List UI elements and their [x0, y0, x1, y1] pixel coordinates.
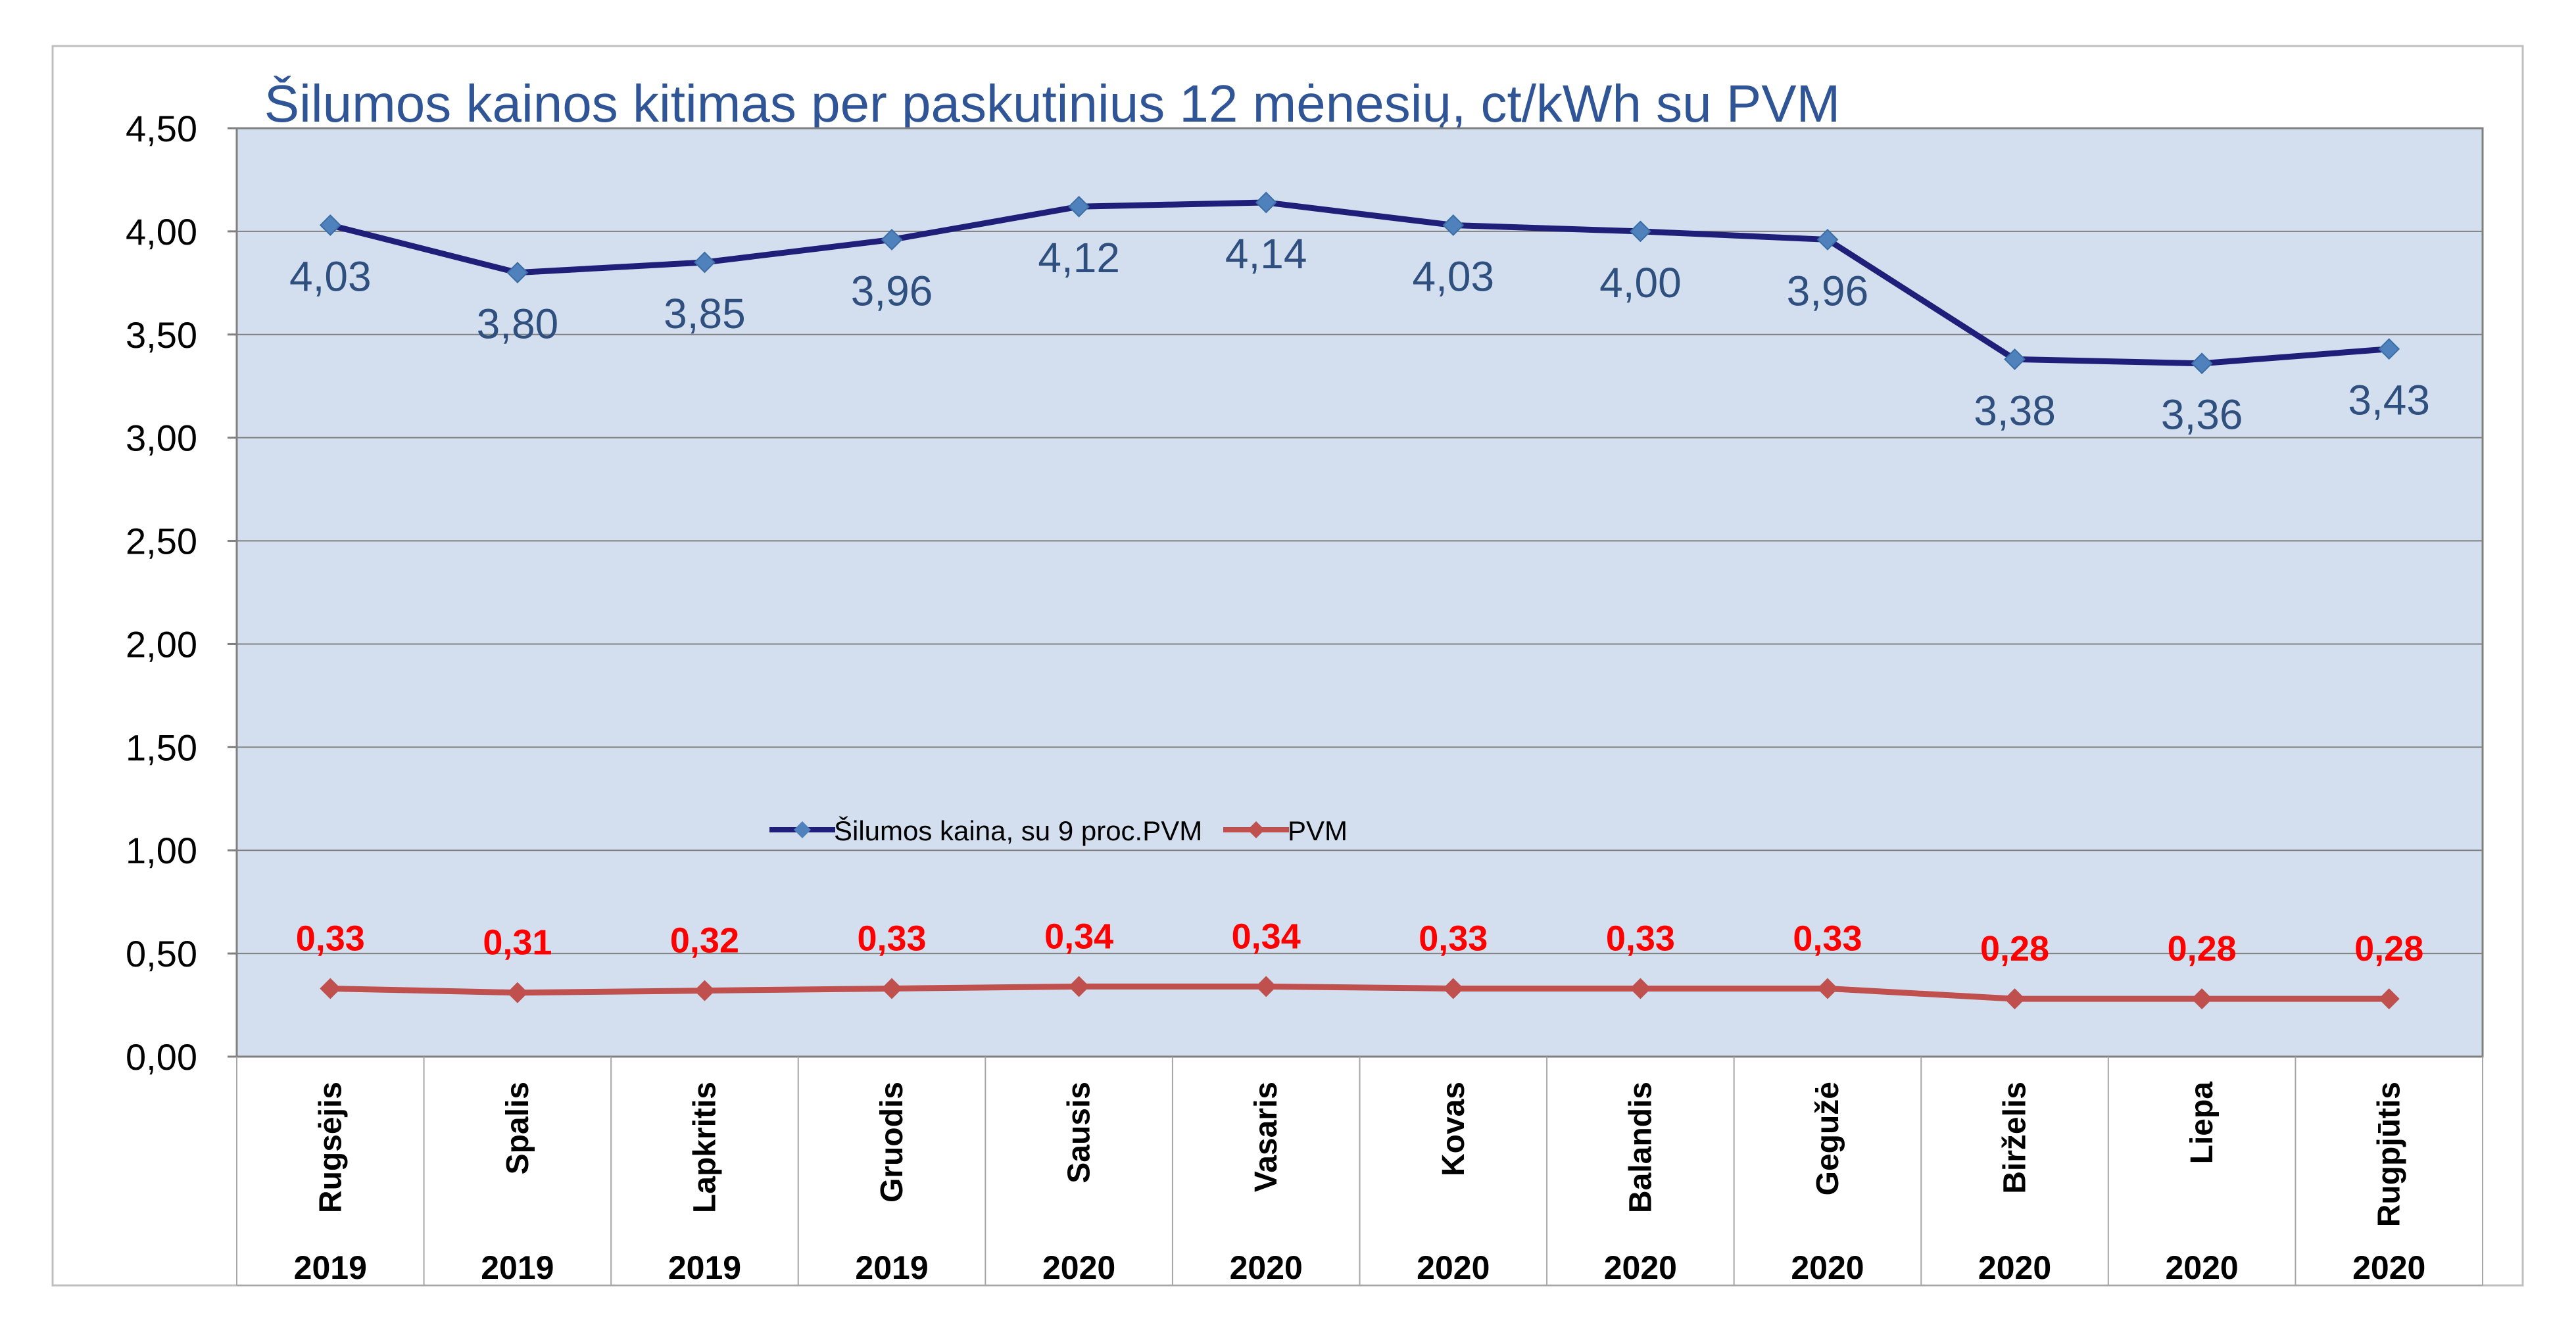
x-tick-label-month: Balandis	[1623, 1082, 1658, 1213]
x-tick-label-month: Birželis	[1998, 1082, 2033, 1194]
x-tick-label-month: Gegužė	[1810, 1082, 1845, 1195]
data-point	[1068, 976, 1090, 997]
data-label: 3,85	[664, 290, 746, 337]
data-point	[1816, 978, 1838, 999]
y-tick-label: 0,00	[126, 1036, 197, 1078]
data-point	[1255, 191, 1277, 214]
x-tick-label-year: 2020	[1042, 1249, 1115, 1286]
data-label: 4,12	[1038, 234, 1120, 281]
data-label: 4,03	[289, 252, 372, 300]
data-label: 0,33	[1606, 919, 1675, 958]
data-label: 3,43	[2348, 377, 2430, 424]
y-tick-label: 1,00	[126, 830, 197, 871]
data-point	[1255, 976, 1277, 997]
x-tick-label-month: Sausis	[1062, 1082, 1097, 1184]
x-tick-label-month: Lapkritis	[687, 1082, 722, 1213]
y-tick-label: 4,50	[126, 108, 197, 149]
plot-area	[235, 127, 2484, 1058]
data-label: 0,33	[1793, 919, 1862, 958]
y-tick-label: 2,50	[126, 521, 197, 562]
data-point	[319, 214, 341, 236]
data-label: 0,28	[1980, 929, 2049, 969]
data-point	[2191, 352, 2213, 375]
legend-label: Šilumos kaina, su 9 proc.PVM	[834, 815, 1202, 846]
x-tick-label-year: 2020	[1978, 1249, 2051, 1286]
data-label: 3,96	[851, 267, 933, 314]
data-point	[1816, 229, 1839, 251]
x-tick-label-year: 2019	[855, 1249, 928, 1286]
data-label: 0,31	[483, 923, 552, 963]
x-tick-label-year: 2020	[1604, 1249, 1677, 1286]
x-tick-label-month: Kovas	[1436, 1082, 1471, 1176]
data-label: 0,32	[670, 921, 739, 961]
x-tick-label-year: 2020	[1417, 1249, 1490, 1286]
data-point	[1442, 978, 1464, 999]
data-point	[320, 978, 341, 999]
y-tick-label: 3,00	[126, 418, 197, 459]
data-point	[694, 251, 716, 274]
x-tick-label-month: Spalis	[500, 1082, 535, 1174]
data-point	[881, 229, 903, 251]
data-label: 4,14	[1225, 230, 1307, 277]
data-point	[881, 978, 903, 999]
data-point	[1442, 214, 1465, 236]
y-tick-label: 4,00	[126, 211, 197, 252]
chart-title: Šilumos kainos kitimas per paskutinius 1…	[264, 74, 1840, 133]
data-label: 0,33	[296, 919, 365, 958]
x-tick-label-year: 2020	[2166, 1249, 2239, 1286]
legend-swatch-marker	[1248, 821, 1265, 838]
data-point	[2004, 988, 2026, 1010]
data-point	[1629, 220, 1651, 243]
data-point	[1068, 195, 1090, 218]
data-point	[2191, 988, 2213, 1010]
data-point	[2004, 348, 2026, 370]
data-label: 0,34	[1232, 917, 1301, 956]
legend-swatch-marker	[794, 821, 811, 838]
y-tick-label: 0,50	[126, 933, 197, 974]
x-tick-label-month: Rugsėjis	[313, 1082, 348, 1213]
x-tick-label-year: 2019	[294, 1249, 367, 1286]
data-label: 3,96	[1787, 267, 1869, 314]
x-tick-label-year: 2020	[1791, 1249, 1864, 1286]
data-label: 3,36	[2161, 391, 2243, 439]
legend-label: PVM	[1288, 815, 1348, 846]
data-label: 4,00	[1599, 259, 1682, 306]
data-label: 0,28	[2354, 929, 2423, 969]
x-tick-label-month: Vasaris	[1249, 1082, 1284, 1192]
data-point	[1630, 978, 1651, 999]
data-point	[506, 262, 529, 284]
data-label: 0,33	[1419, 919, 1488, 958]
x-tick-label-year: 2020	[2352, 1249, 2425, 1286]
data-point	[2378, 988, 2400, 1010]
data-point	[694, 980, 716, 1001]
x-tick-label-year: 2020	[1230, 1249, 1303, 1286]
data-label: 3,80	[477, 300, 559, 348]
y-tick-label: 1,50	[126, 727, 197, 768]
x-tick-label-month: Liepa	[2185, 1082, 2220, 1164]
y-tick-label: 3,50	[126, 314, 197, 356]
data-point	[2378, 338, 2400, 360]
data-label: 4,03	[1413, 252, 1495, 300]
x-tick-label-year: 2019	[668, 1249, 741, 1286]
series-line	[330, 983, 2389, 1002]
series-line	[329, 199, 2390, 367]
x-tick-label-year: 2019	[481, 1249, 554, 1286]
x-tick-label-month: Gruodis	[875, 1082, 910, 1203]
x-tick-label-month: Rugpjūtis	[2372, 1082, 2407, 1227]
data-label: 3,38	[1974, 387, 2056, 434]
data-point	[506, 982, 528, 1003]
data-label: 0,28	[2168, 929, 2237, 969]
y-tick-label: 2,00	[126, 623, 197, 665]
data-label: 0,34	[1044, 917, 1113, 956]
data-label: 0,33	[857, 919, 926, 958]
